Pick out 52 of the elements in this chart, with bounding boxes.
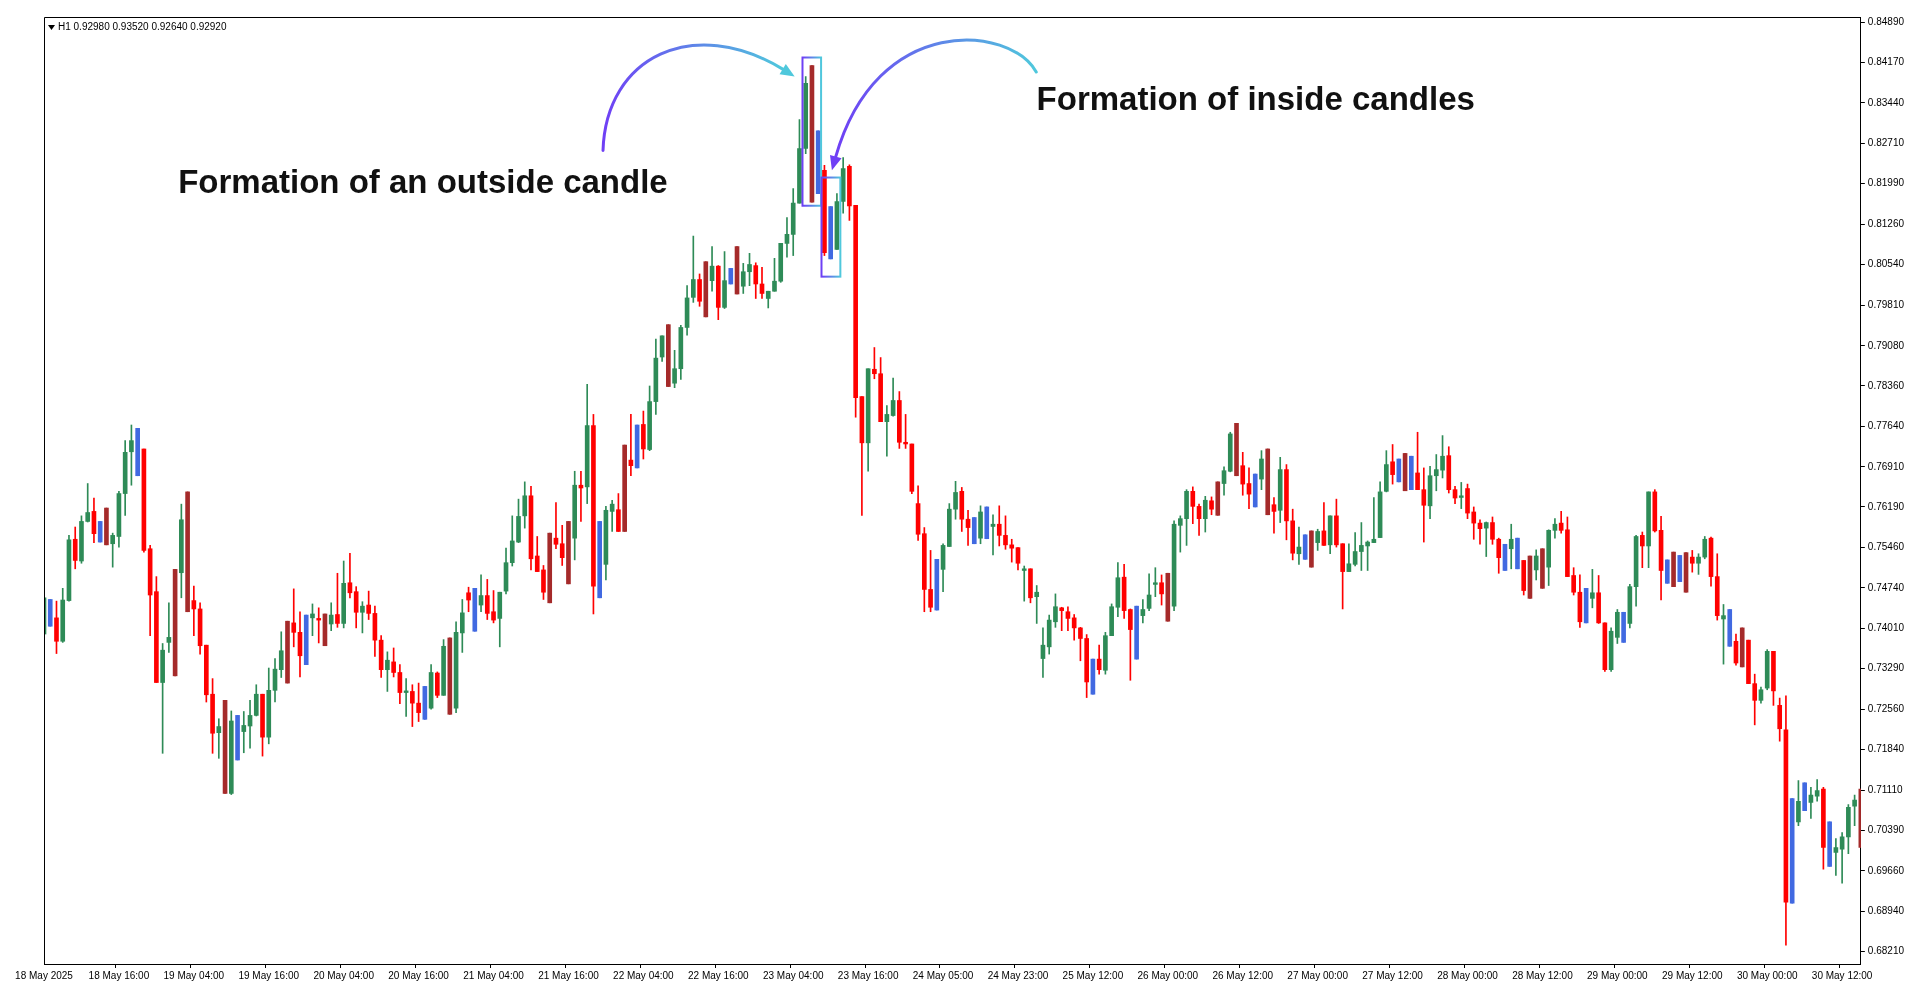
- y-tick-label: 0.73290: [1867, 662, 1905, 674]
- x-tick-label: 21 May 04:00: [463, 969, 525, 981]
- y-tick-label: 0.75460: [1867, 541, 1905, 553]
- y-tick-label: 0.69660: [1867, 864, 1905, 876]
- x-tick-label: 19 May 16:00: [238, 969, 300, 981]
- x-tick-label: 22 May 16:00: [687, 969, 750, 981]
- y-tick-label: 0.68940: [1867, 904, 1905, 916]
- y-tick-label: 0.84170: [1867, 55, 1905, 67]
- y-tick-label: 0.74010: [1867, 622, 1905, 634]
- annotation: Formation of inside candles: [1036, 79, 1475, 117]
- x-tick-label: 21 May 16:00: [538, 969, 600, 981]
- y-tick-label: 0.81260: [1867, 218, 1905, 230]
- y-tick-label: 0.79080: [1867, 339, 1905, 351]
- x-tick-label: 27 May 12:00: [1362, 969, 1424, 981]
- y-tick-label: 0.84890: [1867, 15, 1905, 27]
- x-tick-label: 28 May 00:00: [1437, 969, 1499, 981]
- x-tick-label: 19 May 04:00: [163, 969, 225, 981]
- y-tick-label: 0.78360: [1867, 379, 1905, 391]
- y-tick-label: 0.71110: [1867, 783, 1903, 795]
- y-tick-label: 0.70390: [1867, 823, 1905, 835]
- annotation: Formation of an outside candle: [178, 163, 668, 201]
- x-tick-label: 28 May 12:00: [1512, 969, 1574, 981]
- x-tick-label: 29 May 12:00: [1661, 969, 1724, 981]
- y-tick-label: 0.82710: [1867, 137, 1905, 149]
- y-tick-label: 0.81990: [1867, 177, 1905, 189]
- x-tick-label: 20 May 16:00: [388, 969, 450, 981]
- x-tick-label: 26 May 00:00: [1137, 969, 1199, 981]
- y-tick-label: 0.80540: [1867, 258, 1905, 270]
- x-tick-label: 18 May 2025: [15, 969, 74, 981]
- x-tick-label: 24 May 23:00: [987, 969, 1049, 981]
- x-tick-label: 30 May 00:00: [1736, 969, 1798, 981]
- y-tick-label: 0.74740: [1867, 581, 1905, 593]
- x-tick-label: 23 May 16:00: [837, 969, 899, 981]
- x-tick-label: 26 May 12:00: [1212, 969, 1274, 981]
- y-tick-label: 0.77640: [1867, 419, 1905, 431]
- y-tick-label: 0.83440: [1867, 96, 1905, 108]
- y-tick-label: 0.72560: [1867, 703, 1905, 715]
- x-tick-label: 29 May 00:00: [1587, 969, 1649, 981]
- y-tick-label: 0.79810: [1867, 298, 1905, 310]
- x-tick-label: 23 May 04:00: [762, 969, 824, 981]
- y-tick-label: 0.76190: [1867, 500, 1905, 512]
- x-tick-label: 30 May 12:00: [1811, 969, 1873, 981]
- x-tick-label: 20 May 04:00: [313, 969, 375, 981]
- y-tick-label: 0.68210: [1867, 945, 1905, 957]
- x-tick-label: 22 May 04:00: [613, 969, 675, 981]
- x-tick-label: 18 May 16:00: [88, 969, 150, 981]
- x-tick-label: 24 May 05:00: [912, 969, 974, 981]
- y-tick-label: 0.71840: [1867, 743, 1905, 755]
- x-tick-label: 25 May 12:00: [1062, 969, 1124, 981]
- x-tick-label: 27 May 00:00: [1287, 969, 1349, 981]
- chart-title: H1 0.92980 0.93520 0.92640 0.92920: [58, 20, 227, 32]
- y-tick-label: 0.76910: [1867, 460, 1905, 472]
